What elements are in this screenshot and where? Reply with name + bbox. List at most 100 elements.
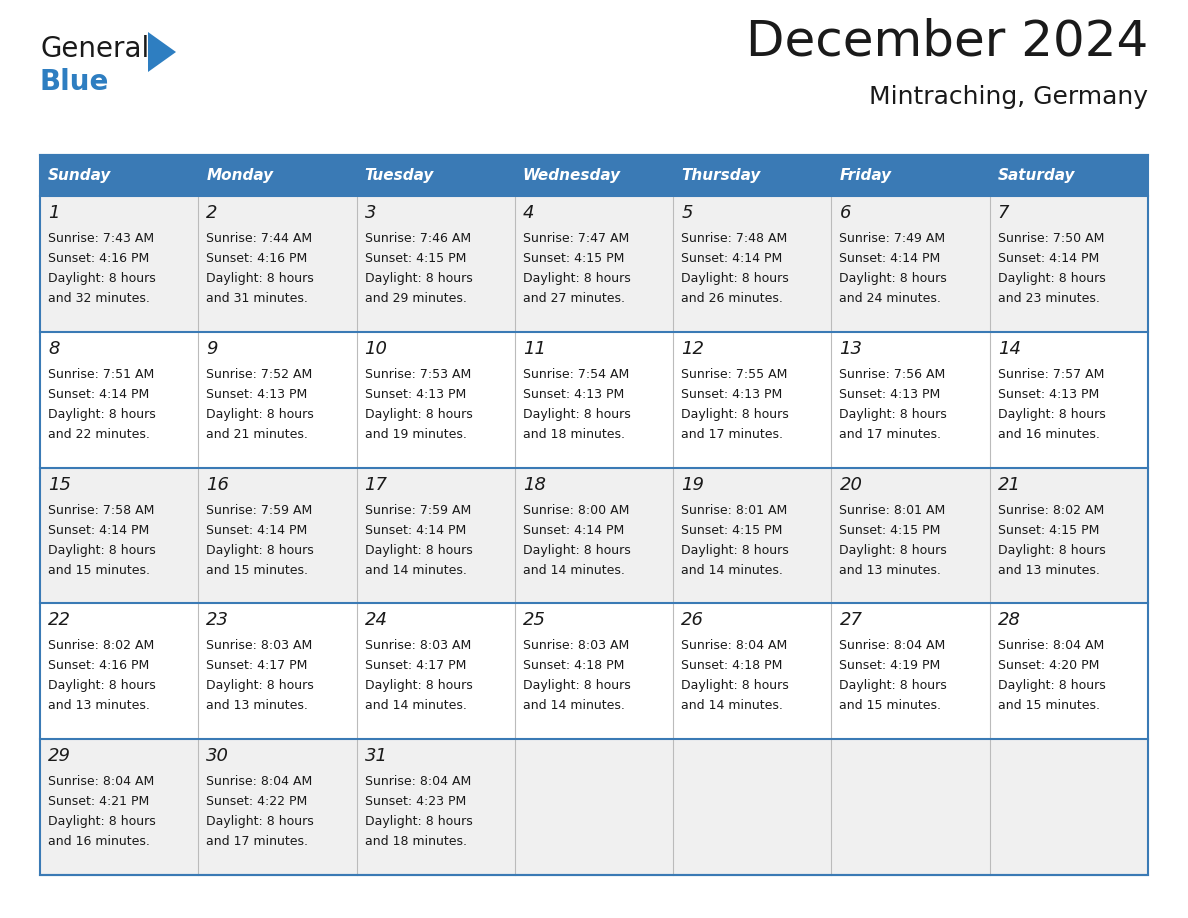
Text: Daylight: 8 hours: Daylight: 8 hours [681,679,789,692]
Text: and 14 minutes.: and 14 minutes. [681,564,783,577]
Text: Sunrise: 7:54 AM: Sunrise: 7:54 AM [523,368,630,381]
Text: and 24 minutes.: and 24 minutes. [840,292,941,305]
Text: and 16 minutes.: and 16 minutes. [48,835,150,848]
Text: 25: 25 [523,611,545,630]
Text: Daylight: 8 hours: Daylight: 8 hours [998,543,1106,556]
Text: Daylight: 8 hours: Daylight: 8 hours [48,408,156,420]
Text: and 15 minutes.: and 15 minutes. [207,564,308,577]
Text: 10: 10 [365,340,387,358]
Text: Sunset: 4:16 PM: Sunset: 4:16 PM [48,659,150,672]
Bar [198,155,356,196]
Text: Daylight: 8 hours: Daylight: 8 hours [207,815,314,828]
Text: and 15 minutes.: and 15 minutes. [48,564,150,577]
Polygon shape [148,32,176,72]
Text: and 14 minutes.: and 14 minutes. [365,564,467,577]
Text: and 19 minutes.: and 19 minutes. [365,428,467,441]
Text: 3: 3 [365,204,377,222]
Text: Sunrise: 8:04 AM: Sunrise: 8:04 AM [681,640,788,653]
Text: Sunset: 4:13 PM: Sunset: 4:13 PM [365,387,466,401]
Text: Sunrise: 7:56 AM: Sunrise: 7:56 AM [840,368,946,381]
Text: Sunrise: 8:04 AM: Sunrise: 8:04 AM [365,775,470,789]
Text: Sunset: 4:13 PM: Sunset: 4:13 PM [523,387,624,401]
Text: 17: 17 [365,476,387,494]
Text: and 32 minutes.: and 32 minutes. [48,292,150,305]
Text: 29: 29 [48,747,71,766]
Text: 30: 30 [207,747,229,766]
Text: and 13 minutes.: and 13 minutes. [207,700,308,712]
Bar [674,155,832,196]
Text: 14: 14 [998,340,1020,358]
Text: and 18 minutes.: and 18 minutes. [365,835,467,848]
Text: 31: 31 [365,747,387,766]
Bar [514,155,674,196]
Text: 21: 21 [998,476,1020,494]
Text: 1: 1 [48,204,59,222]
Text: General: General [40,35,150,63]
Text: 26: 26 [681,611,704,630]
Text: Sunrise: 7:52 AM: Sunrise: 7:52 AM [207,368,312,381]
Text: Sunset: 4:17 PM: Sunset: 4:17 PM [207,659,308,672]
Text: Sunrise: 8:00 AM: Sunrise: 8:00 AM [523,504,630,517]
Text: Sunset: 4:15 PM: Sunset: 4:15 PM [365,252,466,265]
Text: Sunrise: 7:59 AM: Sunrise: 7:59 AM [207,504,312,517]
Text: Daylight: 8 hours: Daylight: 8 hours [840,543,947,556]
Text: Sunrise: 7:50 AM: Sunrise: 7:50 AM [998,232,1104,245]
Text: and 17 minutes.: and 17 minutes. [840,428,941,441]
Text: 13: 13 [840,340,862,358]
Bar [40,155,198,196]
Text: Sunset: 4:22 PM: Sunset: 4:22 PM [207,795,308,808]
Text: Daylight: 8 hours: Daylight: 8 hours [523,679,631,692]
Text: Sunrise: 7:44 AM: Sunrise: 7:44 AM [207,232,312,245]
Text: Sunset: 4:14 PM: Sunset: 4:14 PM [523,523,624,537]
Text: and 15 minutes.: and 15 minutes. [998,700,1100,712]
Text: Sunrise: 8:03 AM: Sunrise: 8:03 AM [365,640,470,653]
Text: and 14 minutes.: and 14 minutes. [523,564,625,577]
Text: Sunrise: 8:01 AM: Sunrise: 8:01 AM [840,504,946,517]
Text: 11: 11 [523,340,545,358]
Text: Daylight: 8 hours: Daylight: 8 hours [207,679,314,692]
Text: 8: 8 [48,340,59,358]
Text: and 13 minutes.: and 13 minutes. [48,700,150,712]
Text: Sunrise: 7:46 AM: Sunrise: 7:46 AM [365,232,470,245]
Text: Daylight: 8 hours: Daylight: 8 hours [840,272,947,285]
Text: 7: 7 [998,204,1010,222]
Text: and 16 minutes.: and 16 minutes. [998,428,1100,441]
Text: Daylight: 8 hours: Daylight: 8 hours [48,815,156,828]
Text: Sunrise: 7:58 AM: Sunrise: 7:58 AM [48,504,154,517]
Text: Sunset: 4:18 PM: Sunset: 4:18 PM [523,659,624,672]
Text: Daylight: 8 hours: Daylight: 8 hours [365,408,473,420]
Text: Sunrise: 7:48 AM: Sunrise: 7:48 AM [681,232,788,245]
Bar [40,603,1148,739]
Bar [40,196,1148,331]
Text: Sunset: 4:16 PM: Sunset: 4:16 PM [48,252,150,265]
Text: Daylight: 8 hours: Daylight: 8 hours [207,543,314,556]
Text: Daylight: 8 hours: Daylight: 8 hours [523,543,631,556]
Text: 16: 16 [207,476,229,494]
Text: 9: 9 [207,340,217,358]
Text: 6: 6 [840,204,851,222]
Text: Daylight: 8 hours: Daylight: 8 hours [48,272,156,285]
Text: Sunset: 4:14 PM: Sunset: 4:14 PM [207,523,308,537]
Bar [40,739,1148,875]
Text: Thursday: Thursday [681,168,760,183]
Text: Sunday: Sunday [48,168,112,183]
Text: Sunset: 4:16 PM: Sunset: 4:16 PM [207,252,308,265]
Text: 4: 4 [523,204,535,222]
Text: Daylight: 8 hours: Daylight: 8 hours [523,272,631,285]
Text: Daylight: 8 hours: Daylight: 8 hours [48,679,156,692]
Text: 2: 2 [207,204,217,222]
Text: Daylight: 8 hours: Daylight: 8 hours [681,408,789,420]
Text: and 21 minutes.: and 21 minutes. [207,428,308,441]
Text: Monday: Monday [207,168,273,183]
Text: Sunset: 4:15 PM: Sunset: 4:15 PM [681,523,783,537]
Text: Daylight: 8 hours: Daylight: 8 hours [365,543,473,556]
Text: and 22 minutes.: and 22 minutes. [48,428,150,441]
Text: 15: 15 [48,476,71,494]
Text: Sunrise: 8:01 AM: Sunrise: 8:01 AM [681,504,788,517]
Text: Wednesday: Wednesday [523,168,621,183]
Text: Sunset: 4:21 PM: Sunset: 4:21 PM [48,795,150,808]
Text: Daylight: 8 hours: Daylight: 8 hours [48,543,156,556]
Text: and 13 minutes.: and 13 minutes. [998,564,1100,577]
Text: and 15 minutes.: and 15 minutes. [840,700,941,712]
Text: Sunset: 4:13 PM: Sunset: 4:13 PM [840,387,941,401]
